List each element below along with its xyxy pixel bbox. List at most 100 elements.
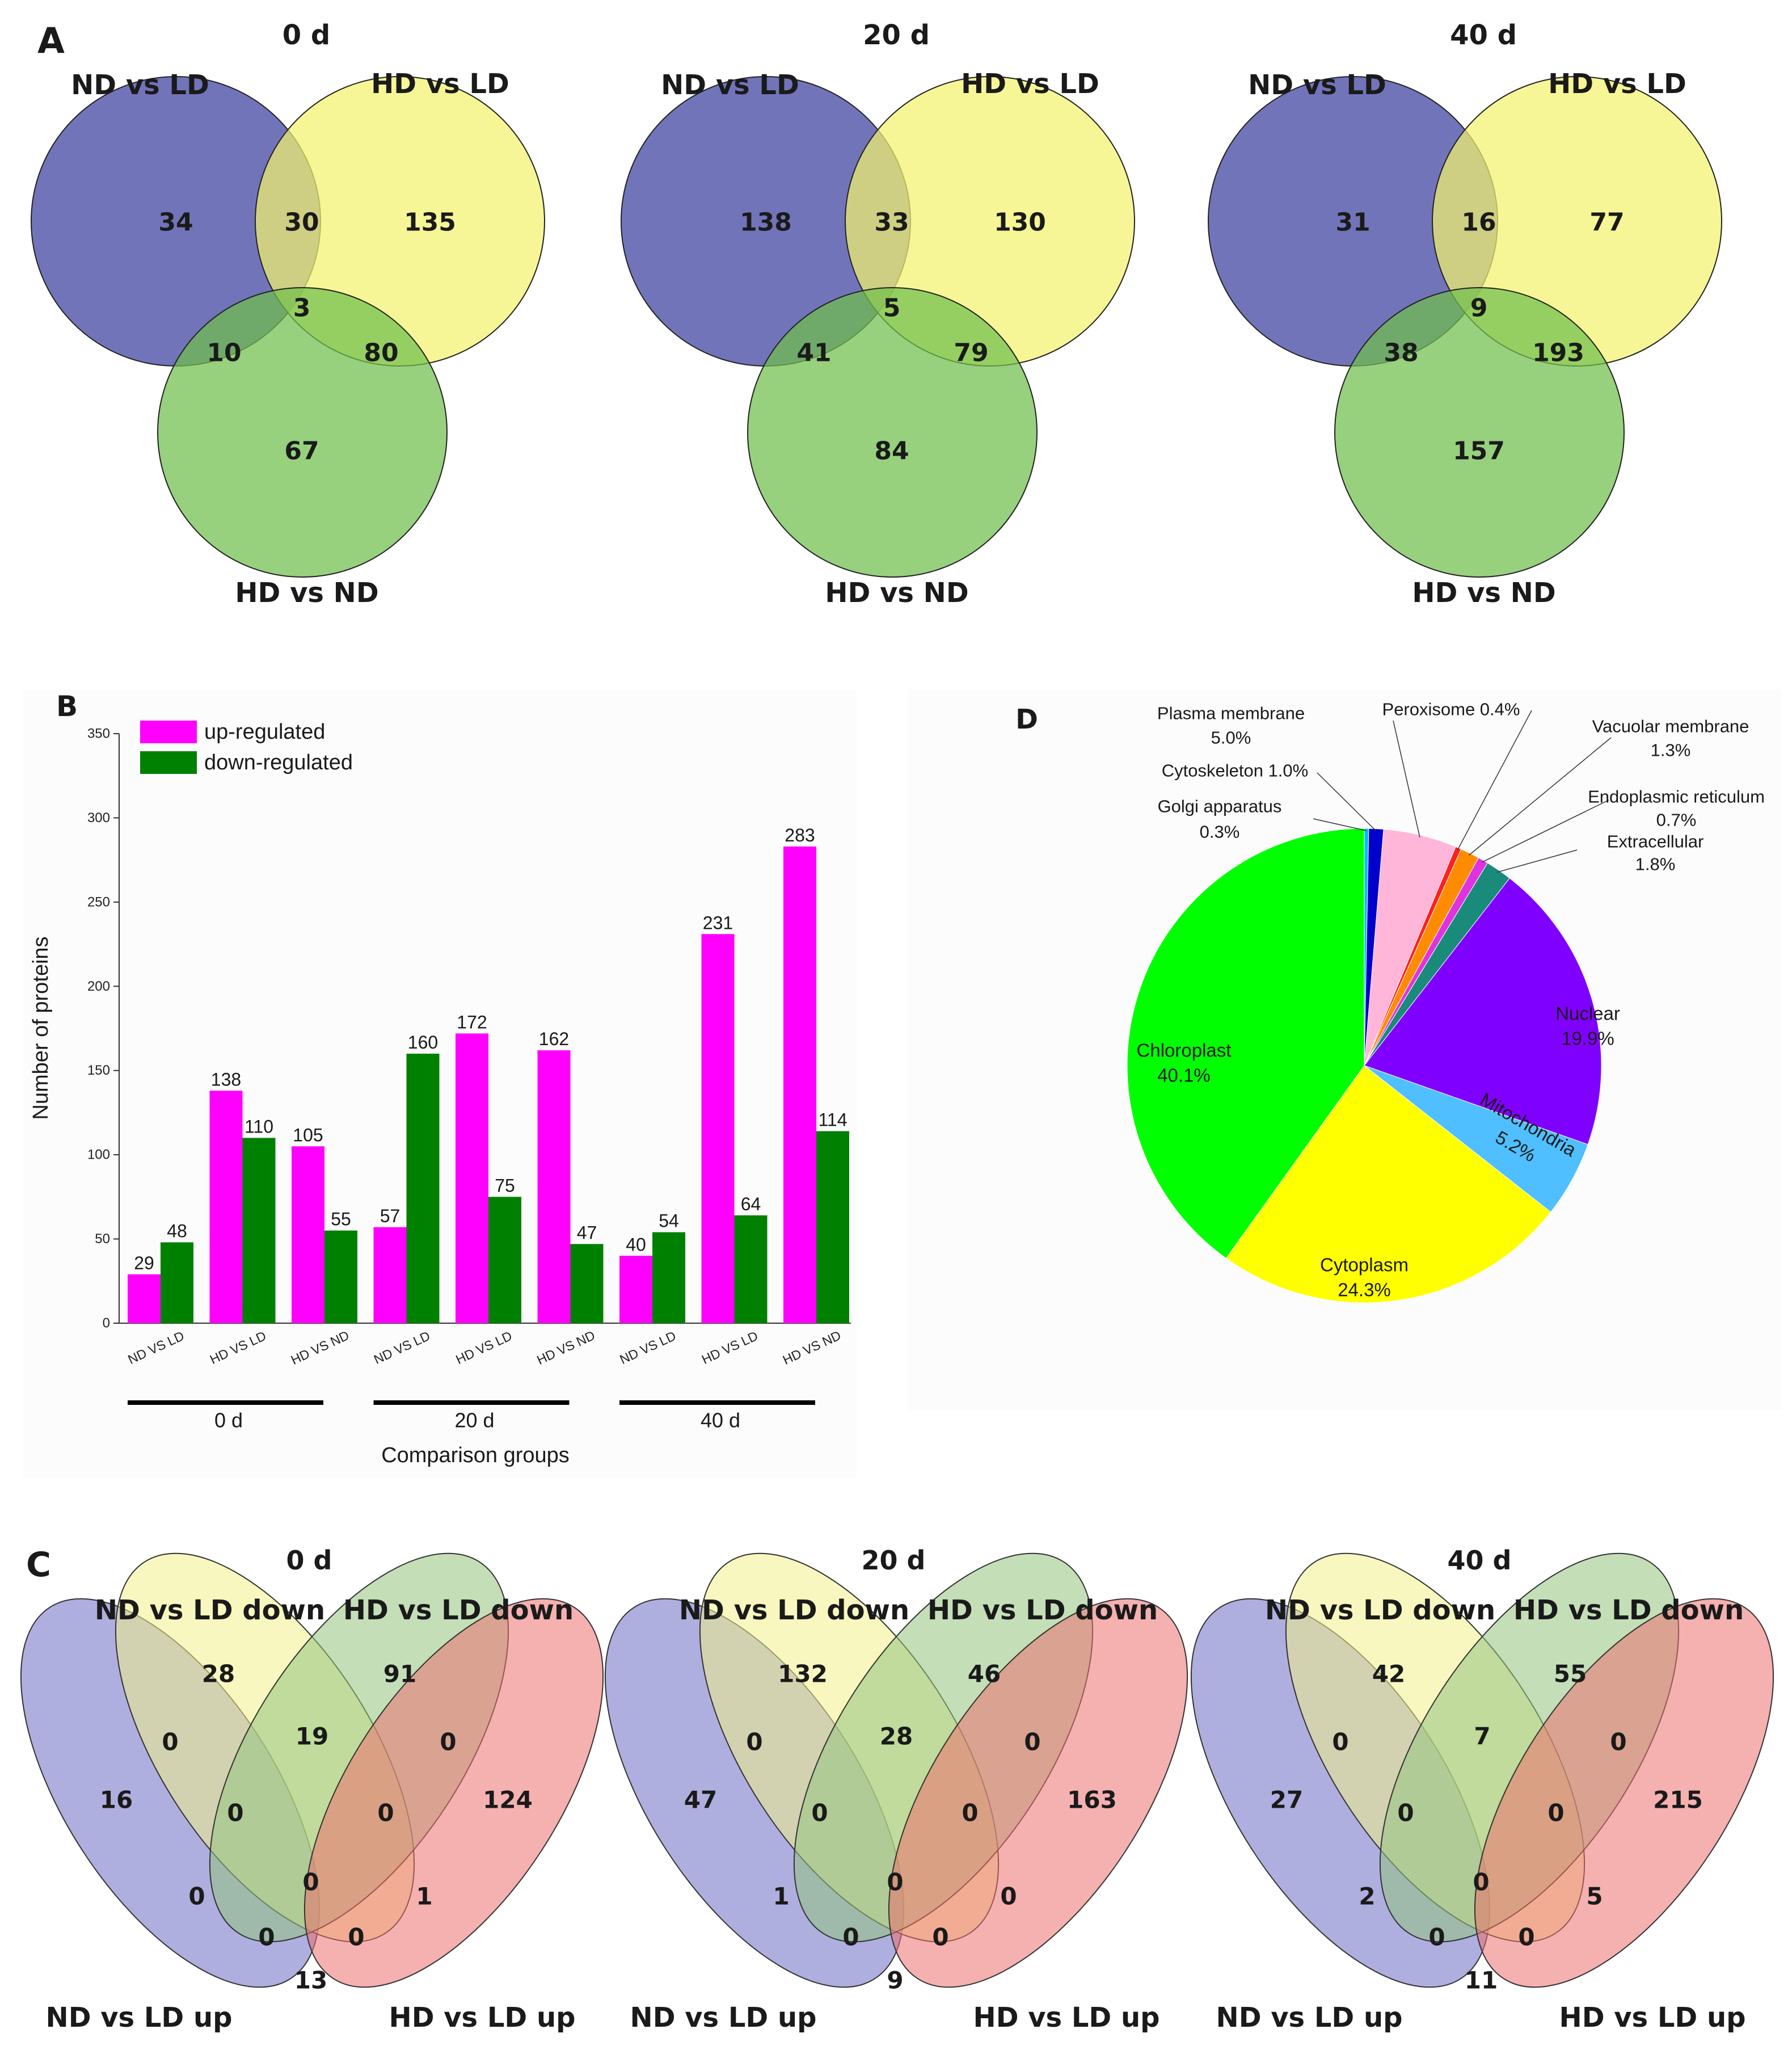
group-label: 0 d <box>214 1409 243 1432</box>
legend-label-1: down-regulated <box>204 751 353 774</box>
venn4-ellipse-3 <box>1474 1598 1774 1988</box>
pie-outside-label: Cytoskeleton 1.0% <box>1162 761 1308 781</box>
venn4-count-bcd: 0 <box>962 1799 978 1827</box>
leader-line <box>1393 720 1420 837</box>
venn4-count-abd: 0 <box>932 1923 948 1951</box>
venn4-2: 40 d ND vs LD down HD vs LD down ND vs LD u… <box>1190 1545 1774 2034</box>
venn3-0: 0 d ND vs LD HD vs LD HD vs ND 34 30 135 3 10 80 6… <box>31 19 545 609</box>
bar-up <box>373 1227 407 1323</box>
venn4-count-ab: 0 <box>1332 1728 1348 1756</box>
venn4-label-set3: HD vs LD down <box>927 1594 1158 1626</box>
pie-outside-label: Endoplasmic reticulum <box>1588 787 1765 807</box>
venn3-count-s12: 30 <box>284 208 319 237</box>
venn4-count-abcd: 0 <box>302 1868 319 1896</box>
venn3-count-only1: 34 <box>158 208 193 237</box>
venn3-count-s123: 3 <box>293 294 311 323</box>
venn3-count-s13: 38 <box>1384 339 1418 368</box>
x-axis-label: Comparison groups <box>381 1443 570 1467</box>
venn3-label-set2: HD vs LD <box>371 68 509 100</box>
venn4-title: 0 d <box>286 1545 332 1576</box>
venn3-label-set3: HD vs ND <box>1412 577 1555 609</box>
pie-slice <box>1364 878 1602 1145</box>
venn4-count-bd: 1 <box>416 1883 432 1910</box>
panel-d: D Golgi apparatus 0.3% Cytoskeleton 1.0% Pla… <box>908 689 1781 1410</box>
venn4-label-set4: HD vs LD up <box>1559 2002 1746 2034</box>
venn3-label-set2: HD vs LD <box>961 68 1099 100</box>
venn4-count-ad: 11 <box>1465 1967 1498 1994</box>
venn3-count-only1: 31 <box>1335 208 1370 237</box>
venn3-count-only3: 84 <box>874 437 909 466</box>
venn3-2: 40 d ND vs LD HD vs LD HD vs ND 31 16 77 9 38 193… <box>1208 19 1722 609</box>
venn4-count-acd: 0 <box>258 1923 275 1951</box>
group-label: 20 d <box>454 1409 494 1432</box>
bar-up <box>537 1050 571 1323</box>
bar-down <box>816 1131 849 1323</box>
pie-outside-pct: 5.0% <box>1211 728 1251 748</box>
pie-label: Chloroplast <box>1137 1040 1232 1061</box>
pie-outside-label: Extracellular <box>1607 832 1704 852</box>
panel-label-d: D <box>1015 704 1038 735</box>
leader-line <box>1497 849 1578 873</box>
bar-down <box>734 1215 768 1323</box>
pie-outside-pct: 1.3% <box>1651 740 1691 760</box>
venn4-count-cd: 0 <box>1610 1728 1626 1756</box>
bar-value-label: 47 <box>577 1222 597 1243</box>
venn4-count-a: 47 <box>684 1786 717 1814</box>
venn4-count-bc: 7 <box>1474 1723 1490 1750</box>
pie-outside-label: Vacuolar membrane <box>1592 717 1749 736</box>
venn3-count-s13: 10 <box>206 339 241 368</box>
legend-swatch-1 <box>140 751 197 774</box>
venn4-count-abcd: 0 <box>1473 1868 1489 1896</box>
venn4-count-abcd: 0 <box>887 1868 903 1896</box>
bar-value-label: 57 <box>380 1206 400 1226</box>
y-tick-label: 100 <box>87 1147 110 1163</box>
venn4-count-bd: 5 <box>1586 1883 1603 1910</box>
venn4-ellipse-3 <box>303 1598 604 1988</box>
venn3-count-only1: 138 <box>740 208 792 237</box>
venn3-count-s12: 33 <box>874 208 909 237</box>
venn3-1: 20 d ND vs LD HD vs LD HD vs ND 138 33 130 5 41 7… <box>621 19 1135 609</box>
venn4-count-abc: 0 <box>1397 1799 1414 1827</box>
pie-pct: 24.3% <box>1338 1279 1391 1300</box>
venn3-count-only2: 77 <box>1589 208 1624 237</box>
venn4-count-c: 55 <box>1554 1660 1587 1688</box>
leader-line <box>1457 710 1532 851</box>
pie-pct: 40.1% <box>1157 1065 1211 1086</box>
venn4-label-set3: HD vs LD down <box>343 1594 574 1626</box>
venn3-label-set1: ND vs LD <box>71 69 209 101</box>
venn4-label-set4: HD vs LD up <box>389 2002 576 2034</box>
panel-label-b: B <box>56 690 78 723</box>
panel-label-c: C <box>26 1545 51 1585</box>
venn4-count-ac: 1 <box>773 1883 789 1910</box>
pie-outside-pct: 0.3% <box>1200 822 1240 842</box>
bar-up <box>292 1146 324 1323</box>
venn3-title: 20 d <box>863 19 930 51</box>
leader-line <box>1468 737 1612 856</box>
venn3-count-only3: 157 <box>1453 437 1505 466</box>
pie-label: Nuclear <box>1555 1003 1620 1024</box>
venn3-label-set1: ND vs LD <box>661 69 799 101</box>
venn4-0: 0 d ND vs LD down HD vs LD down ND vs LD up… <box>20 1545 604 2034</box>
venn4-count-acd: 0 <box>1428 1923 1445 1951</box>
pie-slice <box>1364 1065 1588 1213</box>
venn4-count-c: 46 <box>968 1660 1001 1688</box>
pie-outside-label: Plasma membrane <box>1157 704 1305 723</box>
bar-value-label: 283 <box>785 825 815 845</box>
leader-line <box>1482 799 1609 863</box>
bar-value-label: 40 <box>626 1234 646 1255</box>
bar-up <box>701 934 735 1323</box>
venn4-count-b: 132 <box>778 1660 828 1688</box>
venn4-ellipse-3 <box>888 1598 1188 1988</box>
y-tick-label: 350 <box>87 726 110 742</box>
bar-value-label: 54 <box>659 1211 679 1231</box>
venn3-count-s123: 5 <box>883 294 901 323</box>
leader-line <box>1317 772 1377 832</box>
venn3-count-s23: 193 <box>1532 339 1584 368</box>
venn4-count-bcd: 0 <box>1548 1799 1564 1827</box>
venn3-title: 0 d <box>282 19 330 51</box>
bar-down <box>161 1242 193 1323</box>
leader-line <box>1313 818 1367 831</box>
bar-value-label: 114 <box>818 1110 847 1130</box>
bar-down <box>324 1230 357 1323</box>
venn4-count-cd: 0 <box>440 1728 456 1756</box>
